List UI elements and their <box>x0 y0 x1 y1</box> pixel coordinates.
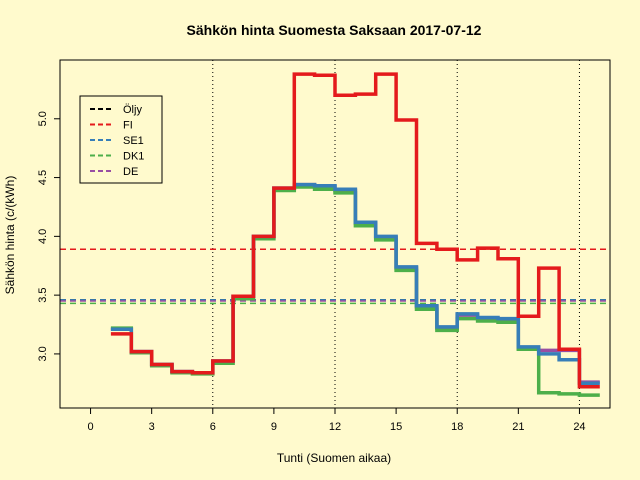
reference-lines <box>60 60 610 408</box>
legend-label-se1: SE1 <box>123 135 144 147</box>
x-tick-label-18: 18 <box>451 421 463 433</box>
legend-label-de: DE <box>123 166 138 178</box>
legend-label-fi: FI <box>123 120 133 132</box>
x-tick-label-6: 6 <box>210 421 216 433</box>
x-axis-title: Tunti (Suomen aikaa) <box>277 451 391 465</box>
x-tick-label-9: 9 <box>271 421 277 433</box>
legend: Öljy FI SE1 DK1 DE <box>79 95 163 184</box>
x-tick-label-3: 3 <box>149 421 155 433</box>
series-line-fi <box>110 72 600 389</box>
y-tick-label-3-0: 3.0 <box>37 346 49 361</box>
x-tick-label-24: 24 <box>573 421 585 433</box>
legend-label-oljy: Öljy <box>123 104 142 116</box>
price-series <box>110 72 600 397</box>
x-tick-label-21: 21 <box>512 421 524 433</box>
y-tick-label-3-5: 3.5 <box>37 287 49 302</box>
axes: 0 3 6 9 12 15 18 21 24 3.0 3.5 4.0 4.5 5.0 <box>37 59 611 433</box>
y-tick-label-5-0: 5.0 <box>37 111 49 126</box>
chart-title: Sähkön hinta Suomesta Saksaan 2017-07-12 <box>187 22 482 38</box>
y-tick-label-4-0: 4.0 <box>37 229 49 244</box>
y-axis-title: Sähkön hinta (c/(kWh) <box>3 176 17 295</box>
legend-box <box>79 95 163 184</box>
x-tick-label-12: 12 <box>329 421 341 433</box>
x-tick-label-0: 0 <box>87 421 93 433</box>
y-tick-label-4-5: 4.5 <box>37 170 49 185</box>
x-tick-label-15: 15 <box>390 421 402 433</box>
legend-label-dk1: DK1 <box>123 151 144 163</box>
